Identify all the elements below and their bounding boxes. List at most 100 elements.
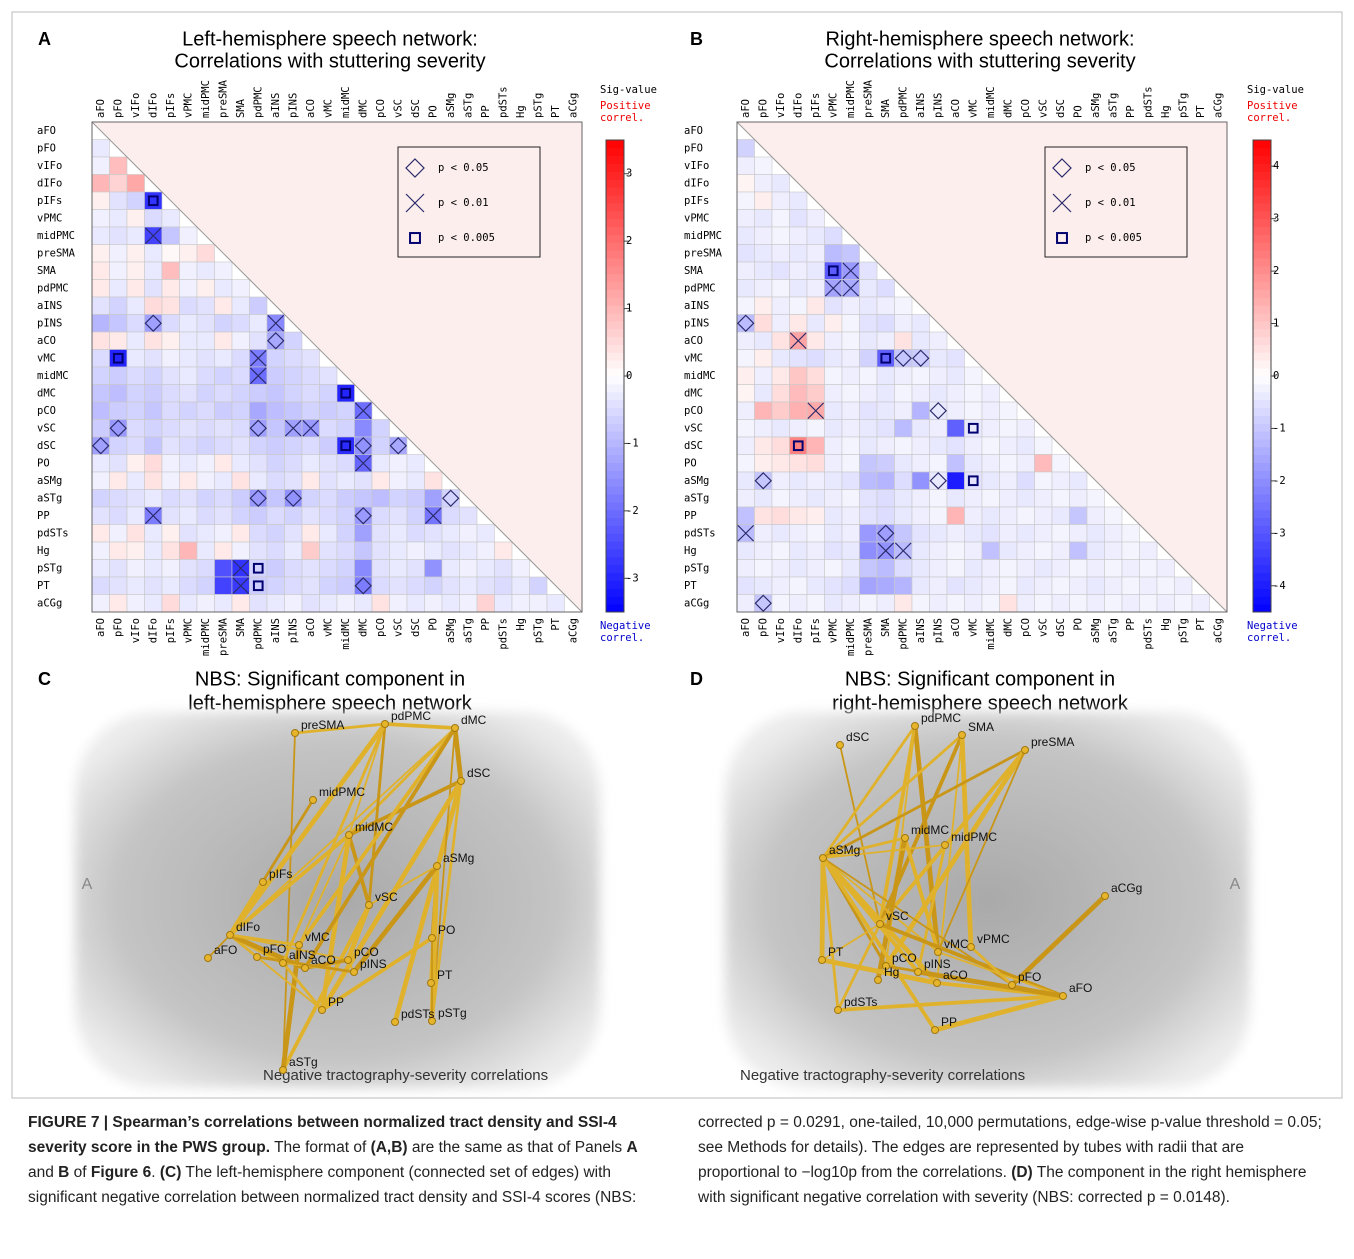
- matrix-cell: [161, 314, 180, 333]
- matrix-cell: [546, 594, 565, 613]
- matrix-cell: [736, 366, 755, 385]
- matrix-cell: [789, 296, 808, 315]
- column-label-top: pINS: [287, 93, 299, 118]
- matrix-cell: [179, 559, 198, 578]
- row-label: PT: [684, 580, 697, 592]
- matrix-cell: [1121, 594, 1140, 613]
- matrix-cell: [946, 401, 965, 420]
- colorbar-title: Sig-value: [600, 84, 657, 96]
- matrix-cell: [249, 296, 268, 315]
- matrix-cell: [1034, 594, 1053, 613]
- colorbar-step: [606, 556, 624, 566]
- matrix-cell: [1051, 471, 1070, 490]
- node-label: aCO: [311, 953, 336, 967]
- node-label: aSTg: [289, 1055, 318, 1069]
- matrix-cell: [214, 471, 233, 490]
- matrix-cell: [1086, 489, 1105, 508]
- matrix-cell: [789, 366, 808, 385]
- column-label-bottom: dSC: [1055, 618, 1067, 637]
- colorbar-step: [606, 288, 624, 298]
- matrix-frame: [736, 121, 1228, 613]
- column-label-top: SMA: [235, 98, 247, 118]
- matrix-cell: [806, 384, 825, 403]
- matrix-cell: [336, 401, 355, 420]
- node: [279, 1066, 287, 1074]
- colorbar-step: [1253, 170, 1271, 180]
- matrix-cell: [301, 506, 320, 525]
- edge: [281, 903, 371, 1072]
- matrix-cell: [336, 541, 355, 560]
- node-label: PP: [328, 995, 344, 1009]
- node: [1021, 746, 1029, 754]
- matrix-cell: [371, 541, 390, 560]
- colorbar-step: [1253, 430, 1271, 440]
- matrix-cell: [179, 331, 198, 350]
- matrix-cell: [1174, 594, 1193, 613]
- matrix-cell: [231, 594, 250, 613]
- matrix-cell: [841, 401, 860, 420]
- legend-label: p < 0.01: [1085, 197, 1136, 209]
- matrix-cell: [736, 279, 755, 298]
- column-label-top: aCO: [305, 99, 317, 118]
- column-label-bottom: vPMC: [182, 618, 194, 643]
- matrix-cell: [196, 244, 215, 263]
- matrix-cell: [824, 384, 843, 403]
- matrix-cell: [389, 524, 408, 543]
- matrix-cell: [1051, 489, 1070, 508]
- column-label-bottom: dIFo: [792, 618, 804, 643]
- colorbar-step: [1253, 233, 1271, 243]
- matrix-cell: [179, 384, 198, 403]
- row-label: dMC: [684, 387, 703, 399]
- colorbar-step: [1253, 509, 1271, 519]
- matrix-cell: [876, 366, 895, 385]
- matrix-cell: [824, 261, 843, 280]
- matrix-cell: [109, 594, 128, 613]
- node: [819, 854, 827, 862]
- matrix-cell: [214, 524, 233, 543]
- legend-symbol: [1052, 193, 1072, 213]
- matrix-cell: [389, 489, 408, 508]
- significance-marker: [284, 419, 302, 437]
- column-label-top: Hg: [515, 105, 527, 118]
- node: [1008, 981, 1016, 989]
- matrix-cell: [91, 349, 110, 368]
- matrix-cell: [336, 419, 355, 438]
- matrix-cell: [196, 349, 215, 368]
- matrix-cell: [1016, 506, 1035, 525]
- row-label: preSMA: [684, 247, 723, 259]
- column-label-bottom: pSTg: [1177, 618, 1189, 643]
- matrix-cell: [91, 366, 110, 385]
- matrix-cell: [144, 559, 163, 578]
- colorbar-step: [1253, 454, 1271, 464]
- matrix-cell: [389, 471, 408, 490]
- colorbar-step: [1253, 328, 1271, 338]
- matrix-cell: [301, 559, 320, 578]
- matrix-cell: [859, 436, 878, 455]
- matrix-cell: [161, 209, 180, 228]
- matrix-cell: [754, 436, 773, 455]
- matrix-cell: [249, 471, 268, 490]
- matrix-cell: [894, 436, 913, 455]
- matrix-cell: [754, 454, 773, 473]
- column-label-top: pCO: [1020, 99, 1032, 118]
- panel-title: left-hemisphere speech network: [188, 692, 472, 714]
- node: [874, 976, 882, 984]
- row-label: SMA: [684, 265, 704, 277]
- column-label-top: PO: [1072, 105, 1084, 118]
- column-label-top: midMC: [340, 86, 352, 118]
- matrix-cell: [999, 489, 1018, 508]
- node-label: SMA: [968, 720, 994, 734]
- matrix-cell: [91, 331, 110, 350]
- node-label: vMC: [944, 937, 969, 951]
- matrix-cell: [196, 454, 215, 473]
- matrix-cell: [494, 541, 513, 560]
- matrix-cell: [266, 349, 285, 368]
- matrix-cell: [824, 244, 843, 263]
- colorbar-step: [1253, 186, 1271, 196]
- matrix-cell: [859, 384, 878, 403]
- column-label-top: aCGg: [1212, 93, 1224, 118]
- matrix-cell: [511, 594, 530, 613]
- column-label-bottom: pIFs: [165, 618, 177, 643]
- matrix-cell: [319, 366, 338, 385]
